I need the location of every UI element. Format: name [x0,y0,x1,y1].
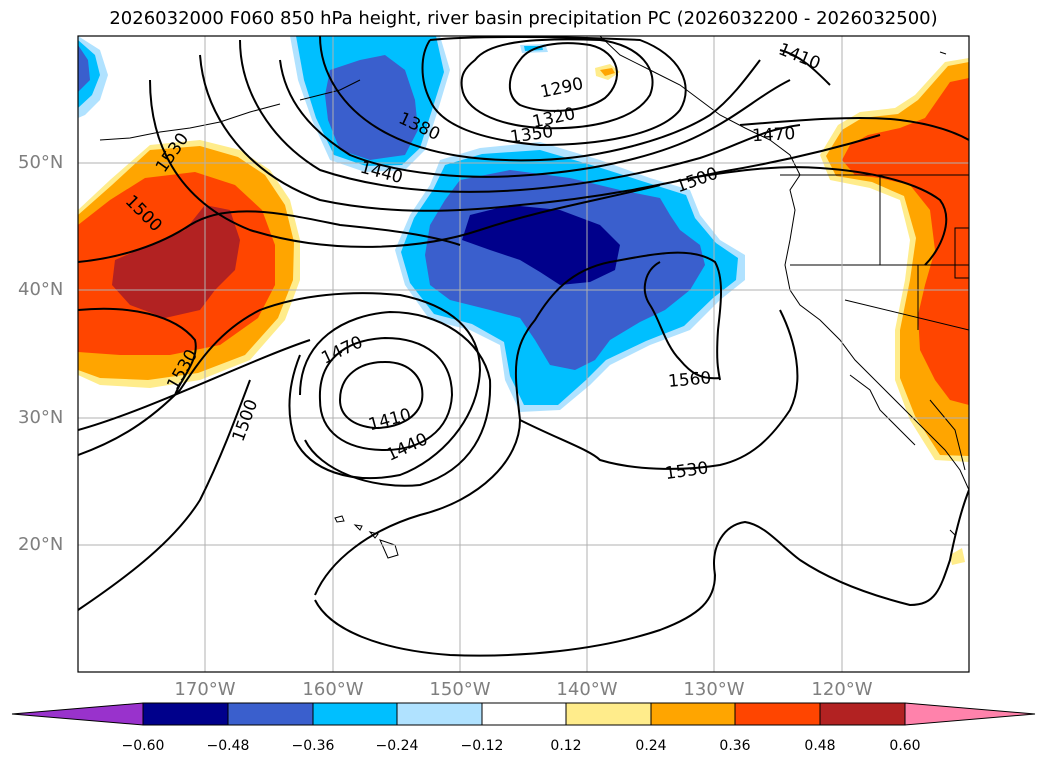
colorbar-tick-label: 0.24 [635,738,667,754]
lon-label: 150°W [429,679,491,700]
contour-1410-low [338,360,424,430]
colorbar-tick-label: −0.48 [206,738,250,754]
contour-1320 [460,38,654,130]
lat-label: 40°N [18,279,64,300]
map-area [78,36,969,672]
contour-1290 [508,42,618,112]
colorbar-segment [819,702,906,726]
colorbar-segment [734,702,821,726]
colorbar-tick-label: −0.60 [121,738,165,754]
lon-label: 120°W [811,679,873,700]
map-frame [77,35,970,673]
colorbar-tick-label: 0.12 [550,738,582,754]
height-contours [78,36,969,657]
colorbar-segment [142,702,229,726]
colorbar-segment [650,702,736,726]
lat-label: 30°N [18,407,64,428]
colorbar-segment [227,702,314,726]
east-positive-anomaly [595,58,969,565]
colorbar-segment [565,702,652,726]
colorbar-tick-label: −0.36 [291,738,335,754]
lon-label: 170°W [174,679,236,700]
colorbar [11,702,1036,726]
lon-label: 130°W [683,679,745,700]
colorbar-tick-label: −0.24 [375,738,419,754]
contour-label: 1470 [752,124,796,146]
colorbar-segment [481,702,567,726]
colorbar-segment [904,702,1036,726]
lon-label: 140°W [556,679,618,700]
lat-label: 50°N [18,152,64,173]
colorbar-tick-label: 0.60 [889,738,921,754]
lat-label: 20°N [18,534,64,555]
contour-label: 1560 [667,368,712,392]
colorbar-segment [312,702,398,726]
coastlines [99,36,969,559]
colorbar-segment [11,702,144,726]
colorbar-tick-label: −0.12 [460,738,504,754]
lon-label: 160°W [302,679,364,700]
nw-negative-anomaly [78,36,108,118]
contour-1440-low [318,336,454,452]
colorbar-segment [396,702,483,726]
colorbar-tick-label: 0.36 [719,738,751,754]
colorbar-tick-label: 0.48 [804,738,836,754]
map-title: 2026032000 F060 850 hPa height, river ba… [109,8,938,29]
